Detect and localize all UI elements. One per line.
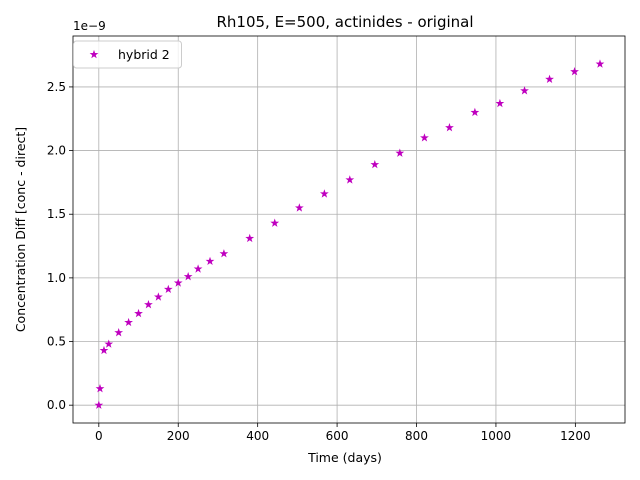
- data-point: [144, 300, 153, 309]
- y-axis-offset-label: 1e−9: [73, 19, 106, 33]
- data-point: [163, 284, 173, 294]
- data-point: [370, 159, 380, 169]
- x-tick-label: 200: [167, 429, 190, 443]
- data-point: [193, 264, 203, 273]
- data-point: [395, 148, 405, 157]
- data-point: [595, 59, 605, 68]
- data-point: [245, 233, 255, 243]
- x-tick-label: 400: [246, 429, 269, 443]
- x-tick-label: 1200: [560, 429, 591, 443]
- data-point: [94, 400, 104, 409]
- data-point: [294, 203, 304, 212]
- y-tick-label: 2.5: [47, 80, 66, 94]
- y-tick-label: 1.5: [47, 207, 66, 221]
- legend-marker: [89, 49, 99, 59]
- y-axis-label: Concentration Diff [conc - direct]: [13, 127, 28, 332]
- data-point: [124, 317, 133, 327]
- data-point: [95, 384, 105, 393]
- data-point: [495, 98, 505, 108]
- y-tick-label: 0.5: [47, 335, 66, 349]
- data-point: [345, 175, 355, 184]
- data-point: [470, 107, 480, 117]
- data-point: [520, 86, 529, 95]
- data-point: [173, 278, 183, 287]
- data-point: [114, 328, 124, 337]
- legend-box: [73, 40, 182, 69]
- plot-frame: [72, 35, 626, 424]
- data-point: [205, 256, 215, 266]
- data-point: [183, 272, 193, 281]
- data-point: [420, 133, 429, 142]
- x-axis-label: Time (days): [307, 450, 382, 465]
- y-tick-label: 1.0: [47, 271, 66, 285]
- data-point: [545, 74, 554, 83]
- data-point: [270, 218, 280, 227]
- chart-title: Rh105, E=500, actinides - original: [216, 13, 473, 31]
- x-tick-label: 1000: [481, 429, 512, 443]
- data-points: [94, 59, 605, 409]
- data-point: [219, 249, 229, 258]
- x-tick-label: 0: [95, 429, 103, 443]
- data-point: [570, 67, 579, 76]
- legend-label: hybrid 2: [118, 47, 170, 62]
- axis-ticks: 0 200 400 600 800 1000 1200 0.0 0.5 1.0 1.5 2.0 2.5: [47, 80, 591, 443]
- y-tick-label: 0.0: [47, 398, 66, 412]
- legend: hybrid 2: [73, 40, 182, 69]
- y-tick-label: 2.0: [47, 144, 66, 158]
- data-point: [104, 339, 114, 348]
- data-point: [99, 345, 109, 355]
- x-tick-label: 800: [405, 429, 428, 443]
- data-point: [134, 308, 143, 318]
- data-point: [445, 123, 454, 132]
- data-point: [320, 189, 329, 198]
- x-tick-label: 600: [326, 429, 349, 443]
- grid-lines: [73, 36, 625, 423]
- legend-star-icon: [89, 49, 99, 59]
- data-point: [154, 292, 163, 301]
